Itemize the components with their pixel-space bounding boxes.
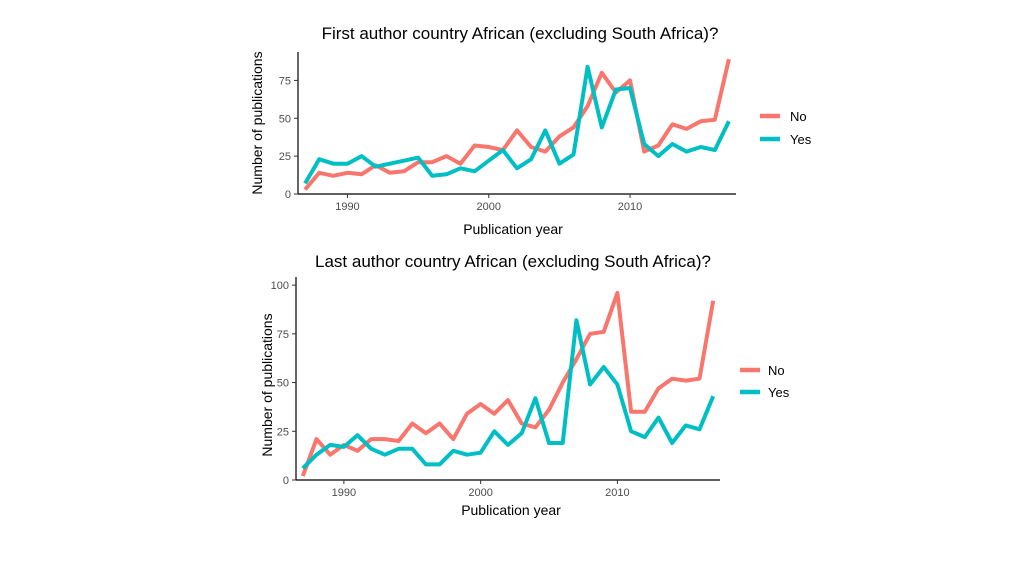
x-tick-label: 2010: [605, 487, 629, 499]
plot-area: 0 25 50 75 100 1990 2000 2010: [271, 277, 720, 499]
y-tick-label: 25: [277, 426, 289, 438]
series-line-yes: [301, 318, 716, 470]
legend-label-yes: Yes: [790, 132, 812, 147]
legend-label-no: No: [768, 363, 785, 378]
chart-title: Last author country African (excluding S…: [315, 252, 711, 271]
y-tick-label: 0: [285, 189, 291, 201]
y-tick-label: 25: [279, 151, 291, 163]
x-tick-label: 2000: [476, 201, 500, 213]
chart-panel-first-author: First author country African (excluding …: [249, 24, 812, 237]
y-tick-label: 75: [277, 329, 289, 341]
series-line-no: [300, 290, 716, 477]
chart-title: First author country African (excluding …: [322, 24, 719, 43]
plot-area: 0 25 50 75 1990 2000 2010: [279, 52, 736, 213]
x-axis-title: Publication year: [463, 221, 563, 237]
x-tick-label: 1990: [332, 487, 356, 499]
y-axis-title: Number of publications: [259, 313, 275, 456]
x-axis-title: Publication year: [461, 502, 561, 518]
legend: No Yes: [760, 109, 812, 147]
series-line-yes: [303, 64, 731, 185]
x-tick-label: 2010: [618, 201, 642, 213]
y-tick-label: 75: [279, 75, 291, 87]
y-tick-label: 50: [277, 378, 289, 390]
y-tick-label: 0: [283, 475, 289, 487]
legend-label-yes: Yes: [768, 385, 790, 400]
y-axis-title: Number of publications: [249, 51, 265, 194]
chart-panel-last-author: Last author country African (excluding S…: [259, 252, 790, 518]
y-tick-label: 100: [271, 280, 289, 292]
x-tick-label: 1990: [335, 201, 359, 213]
y-tick-label: 50: [279, 113, 291, 125]
legend: No Yes: [740, 363, 790, 400]
legend-label-no: No: [790, 109, 807, 124]
x-tick-label: 2000: [468, 487, 492, 499]
